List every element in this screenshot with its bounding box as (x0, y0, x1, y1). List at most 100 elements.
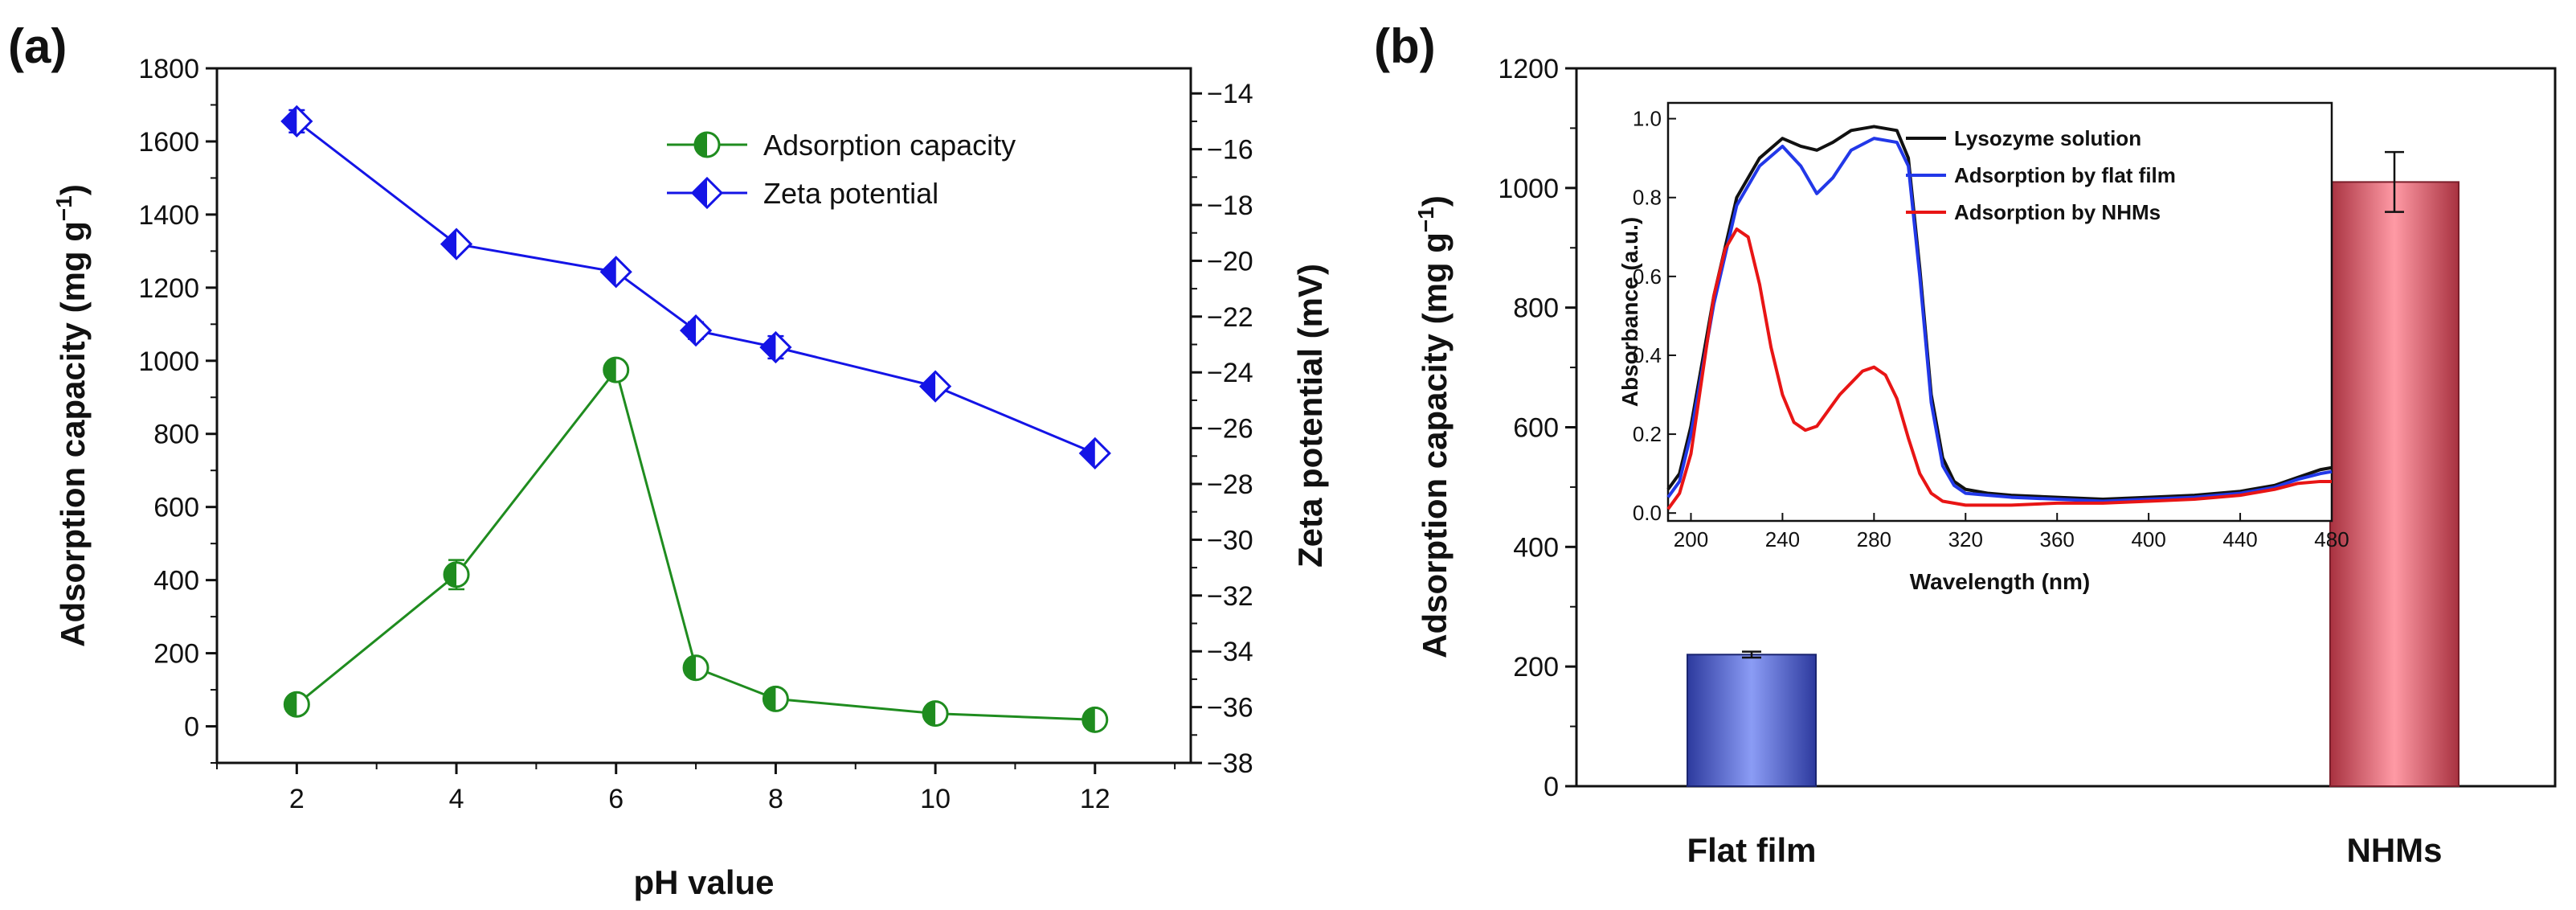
inset-series (1666, 125, 2333, 510)
panel-a-right-axis: −14 −16 −18 −20 −22 −24 −26 −28 −30 −32 −34 −36 −38 (1191, 79, 1253, 779)
error-bar-nhms (2385, 150, 2404, 213)
data-point-zeta (759, 330, 792, 364)
inset-y-tick-label: 0.0 (1633, 501, 1662, 525)
panel-b-y-axis-title-close: ) (1416, 195, 1454, 207)
inset-x-tick-label: 400 (2131, 527, 2165, 551)
inset-y-tick-label: 0.4 (1633, 343, 1662, 367)
panel-a-x-axis: 2 4 6 8 10 12 (216, 763, 1176, 814)
y2-tick-label: −16 (1207, 135, 1253, 166)
panel-a-y-axis-title-close: ) (54, 184, 92, 195)
category-label-nhms: NHMs (2346, 831, 2442, 869)
marker-fill (921, 371, 936, 401)
y-tick-label: 1000 (138, 346, 199, 377)
panel-a-y-axis-title: Adsorption capacity (mg g−1) (51, 184, 92, 647)
marker-fill (761, 332, 776, 362)
panel-b-y-axis-title-main: Adsorption capacity (mg g (1416, 232, 1454, 658)
marker-fill (1082, 707, 1095, 732)
x-tick-label: 12 (1080, 784, 1110, 814)
inset-x-tick-label: 240 (1765, 527, 1800, 551)
marker-fill (1080, 438, 1095, 468)
legend-zeta-label: Zeta potential (763, 177, 938, 210)
y-tick-label: 400 (1513, 532, 1559, 563)
panel-a-y-axis-title-main: Adsorption capacity (mg g (54, 221, 92, 647)
legend-adsorption-marker (693, 131, 721, 158)
marker-fill (763, 687, 776, 711)
marker-fill (282, 106, 297, 136)
marker-fill (684, 655, 697, 680)
panel-b-y-axis-title: Adsorption capacity (mg g−1) (1413, 195, 1454, 658)
data-point-zeta (918, 370, 952, 403)
marker-fill (444, 562, 457, 587)
y-tick-label: 1400 (138, 200, 199, 231)
y-tick-label: 200 (153, 639, 199, 670)
y2-tick-label: −18 (1207, 191, 1253, 221)
panel-a-series (280, 105, 1111, 733)
marker-fill (442, 229, 457, 259)
panel-a-plot-frame (215, 67, 1192, 764)
legend-zeta-marker (690, 176, 724, 210)
marker-fill (695, 133, 707, 157)
x-tick-label: 8 (768, 784, 783, 814)
x-tick-label: 4 (449, 784, 464, 814)
inset-axes: 200 240 280 320 360 400 440 480 0.0 0.2 0.4 0.6 0.8 1… (1633, 107, 2349, 551)
data-point-adsorption (283, 691, 310, 718)
inset-legend: Lysozyme solution Adsorption by flat fil… (1906, 126, 2176, 224)
panel-a-y-axis-title-sup: −1 (51, 195, 76, 221)
inset-legend-nhms-label: Adsorption by NHMs (1954, 200, 2161, 224)
data-point-zeta (280, 105, 313, 138)
panel-b: (b) 0 200 400 600 800 1000 1200 Adsorption cap… (1374, 19, 2557, 869)
y2-tick-label: −32 (1207, 581, 1253, 612)
data-point-zeta (440, 228, 473, 260)
inset-x-tick-label: 480 (2314, 527, 2349, 551)
inset-legend-flat-film-label: Adsorption by flat film (1954, 163, 2176, 187)
y-tick-label: 1800 (138, 54, 199, 84)
panel-a: (a) 0 200 400 600 800 1000 1200 1400 1600 1800 −1… (8, 19, 1329, 901)
inset-y-axis-title: Absorbance (a.u.) (1617, 217, 1642, 407)
x-tick-label: 10 (920, 784, 951, 814)
marker-fill (681, 316, 697, 346)
y-tick-label: 1600 (138, 127, 199, 158)
series-line-zeta (296, 120, 1096, 455)
inset-y-tick-label: 1.0 (1633, 107, 1662, 131)
panel-b-inset: 200 240 280 320 360 400 440 480 0.0 0.2 0.4 0.6 0.8 1… (1617, 101, 2349, 594)
y2-tick-label: −24 (1207, 358, 1253, 388)
data-point-zeta (1078, 437, 1111, 469)
inset-x-tick-label: 280 (1857, 527, 1891, 551)
panel-a-x-axis-title: pH value (633, 863, 774, 901)
y2-tick-label: −26 (1207, 414, 1253, 445)
inset-x-tick-label: 440 (2222, 527, 2257, 551)
inset-x-axis-title: Wavelength (nm) (1910, 569, 2091, 594)
y2-tick-label: −38 (1207, 748, 1253, 779)
panel-a-y2-axis-title: Zeta potential (mV) (1291, 264, 1329, 568)
error-bar-flat-film (1742, 650, 1761, 659)
y2-tick-label: −36 (1207, 693, 1253, 723)
data-point-adsorption (443, 561, 470, 588)
inset-series-line-nhms (1666, 227, 2332, 510)
panel-b-y-axis: 0 200 400 600 800 1000 1200 (1498, 54, 1576, 802)
marker-fill (923, 701, 936, 726)
legend-adsorption-label: Adsorption capacity (763, 129, 1016, 162)
data-point-adsorption (603, 356, 630, 383)
data-point-zeta (599, 256, 632, 289)
x-tick-label: 2 (289, 784, 305, 814)
data-point-adsorption (682, 654, 709, 682)
y2-tick-label: −34 (1207, 637, 1253, 667)
y-tick-label: 1200 (138, 273, 199, 304)
bar-flat-film (1687, 654, 1817, 787)
inset-legend-lysozyme-label: Lysozyme solution (1954, 126, 2141, 150)
inset-x-tick-label: 200 (1674, 527, 1708, 551)
y2-tick-label: −22 (1207, 302, 1253, 333)
data-point-adsorption (922, 700, 949, 728)
inset-y-tick-label: 0.2 (1633, 422, 1662, 446)
data-point-adsorption (1082, 706, 1109, 733)
inset-series-line-flat-film (1666, 137, 2333, 503)
y-tick-label: 600 (153, 493, 199, 523)
y-tick-label: 1200 (1498, 54, 1559, 84)
legend-marker-adsorption (693, 131, 721, 158)
panel-a-label: (a) (8, 19, 67, 73)
marker-fill (693, 178, 707, 207)
y2-tick-label: −28 (1207, 469, 1253, 500)
y-tick-label: 200 (1513, 652, 1559, 682)
y-tick-label: 1000 (1498, 174, 1559, 204)
